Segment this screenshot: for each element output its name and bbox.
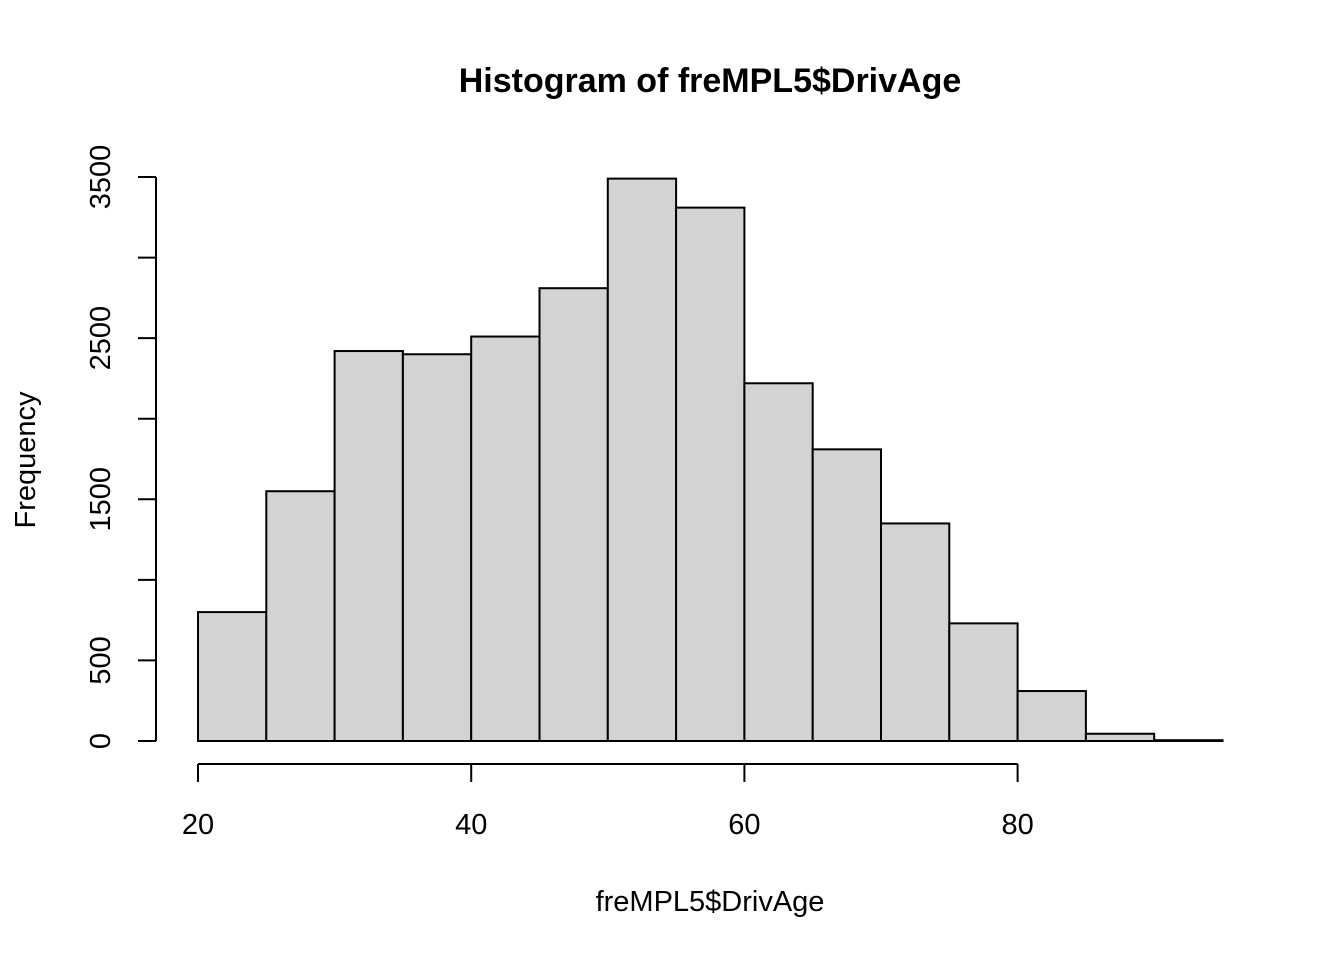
histogram-bar-5: [538, 287, 609, 742]
histogram-bar-10: [880, 522, 951, 743]
histogram-bar-3: [401, 353, 473, 742]
x-axis-label: freMPL5$DrivAge: [596, 886, 825, 918]
y-tick-label-5: 2500: [85, 306, 117, 371]
y-tick-label-3: 1500: [85, 467, 117, 532]
x-axis: 20 40 60 80: [182, 763, 1034, 841]
y-axis-label: Frequency: [10, 391, 42, 529]
y-tick-label-7: 3500: [85, 145, 117, 210]
histogram-bar-6: [606, 177, 678, 742]
histogram-bar-14: [1153, 739, 1224, 743]
histogram-bar-1: [265, 490, 336, 743]
histogram-bar-8: [743, 382, 814, 742]
histogram-bar-7: [675, 206, 746, 742]
histogram-bar-4: [470, 335, 541, 742]
y-tick-label-0: 0: [85, 733, 117, 749]
histogram-bar-9: [811, 448, 883, 742]
histogram-bar-12: [1016, 690, 1087, 742]
x-tick-label-1: 40: [455, 809, 487, 841]
histogram-bar-0: [197, 611, 268, 743]
y-tick-label-1: 500: [85, 636, 117, 684]
histogram-bar-13: [1084, 732, 1156, 742]
x-tick-label-3: 80: [1001, 809, 1033, 841]
bars-group: [197, 177, 1224, 743]
histogram-bar-2: [333, 350, 404, 742]
x-tick-label-2: 60: [728, 809, 760, 841]
y-axis: 0 500 1500 2500 3500: [85, 145, 157, 749]
chart-title: Histogram of freMPL5$DrivAge: [459, 62, 962, 100]
histogram-bar-11: [948, 622, 1019, 742]
x-tick-label-0: 20: [182, 809, 214, 841]
